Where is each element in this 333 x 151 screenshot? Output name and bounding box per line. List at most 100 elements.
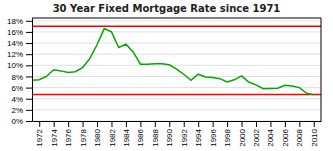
grid-line [32,109,321,110]
x-tick-mark [126,121,127,127]
x-tick-mark [54,121,55,127]
grid-line [32,43,321,44]
y-tick: 8% [11,73,32,82]
chart-container: 30 Year Fixed Mortgage Rate since 1971 19… [0,0,333,151]
y-tick: 6% [11,84,32,93]
x-tick-label: 1992 [180,128,189,146]
x-tick-label: 1986 [136,128,145,146]
x-tick-mark [242,121,243,127]
frame-top [32,18,321,19]
marks [32,26,321,94]
y-tick: 18% [7,17,32,26]
y-tick: 16% [7,28,32,37]
x-tick-label: 1978 [79,128,88,146]
x-tick-label: 1984 [122,128,131,146]
x-tick: 2008 [295,121,304,147]
y-tick-label: 2% [11,106,23,115]
y-tick-mark [26,88,32,89]
x-tick-label: 2006 [281,128,290,146]
y-axis: 0% 2% 4% 6% 8% 10% 12% 14% 16% 18% [7,17,33,126]
x-tick-mark [227,121,228,127]
x-tick-label: 1990 [165,128,174,146]
y-tick: 0% [11,117,32,126]
y-tick-mark [26,99,32,100]
x-tick-mark [111,121,112,127]
y-tick-label: 0% [11,117,23,126]
x-tick: 1974 [50,121,59,147]
x-tick-label: 1994 [194,128,203,146]
x-tick-mark [155,121,156,127]
x-tick: 1992 [180,121,189,147]
x-tick-mark [184,121,185,127]
y-tick-label: 4% [11,95,23,104]
x-tick: 1972 [35,121,44,147]
reference-line [32,26,321,28]
x-tick: 1976 [64,121,73,147]
grid [32,21,321,121]
x-tick: 2006 [281,121,290,147]
y-axis-line [32,19,33,122]
y-tick-label: 18% [7,17,23,26]
x-tick-mark [169,121,170,127]
y-tick-label: 12% [7,50,23,59]
y-tick: 4% [11,95,32,104]
x-tick-label: 1998 [223,128,232,146]
y-tick-label: 6% [11,84,23,93]
y-tick-mark [26,121,32,122]
y-tick-mark [26,65,32,66]
x-tick-label: 2010 [310,128,319,146]
x-tick-label: 2004 [266,128,275,146]
y-tick-mark [26,32,32,33]
x-tick-mark [68,121,69,127]
plot: 1972 1974 1976 1978 1980 1982 1984 1986 1988 1990… [7,17,322,147]
x-tick-label: 1972 [35,128,44,146]
x-tick: 1990 [165,121,174,147]
rate-line [32,29,314,95]
x-tick-mark [299,121,300,127]
y-tick: 12% [7,50,32,59]
x-tick-mark [314,121,315,127]
x-tick-label: 1974 [50,128,59,146]
chart: 30 Year Fixed Mortgage Rate since 1971 19… [0,0,333,151]
grid-line [32,65,321,66]
x-tick-mark [39,121,40,127]
x-tick: 1988 [151,121,160,147]
y-tick-mark [26,76,32,77]
title: 30 Year Fixed Mortgage Rate since 1971 [53,3,281,14]
x-tick: 2000 [238,121,247,147]
x-tick: 1984 [122,121,131,147]
y-tick-mark [26,110,32,111]
x-tick-label: 1996 [209,128,218,146]
grid-line [32,76,321,77]
y-tick-label: 14% [7,39,23,48]
x-axis-line [33,121,322,122]
x-tick: 1986 [136,121,145,147]
x-tick-mark [97,121,98,127]
x-tick: 2002 [252,121,261,147]
grid-line [32,121,321,122]
x-tick-label: 2008 [295,128,304,146]
x-tick-label: 1988 [151,128,160,146]
x-tick: 1998 [223,121,232,147]
x-tick-label: 1980 [93,128,102,146]
x-tick: 1982 [108,121,117,147]
grid-line [32,20,321,21]
x-tick-mark [256,121,257,127]
x-tick: 1980 [93,121,102,147]
x-tick: 1978 [79,121,88,147]
x-tick-mark [270,121,271,127]
grid-line [32,54,321,55]
x-tick: 1996 [209,121,218,147]
y-tick: 10% [7,61,32,70]
x-tick: 2004 [266,121,275,147]
grid-line [32,98,321,99]
y-tick-mark [26,54,32,55]
x-tick-label: 1976 [64,128,73,146]
reference-line [32,94,321,96]
y-tick: 14% [7,39,32,48]
x-tick-label: 2002 [252,128,261,146]
x-tick-label: 1982 [108,128,117,146]
grid-line [32,31,321,32]
y-tick-mark [26,43,32,44]
y-tick-mark [26,21,32,22]
